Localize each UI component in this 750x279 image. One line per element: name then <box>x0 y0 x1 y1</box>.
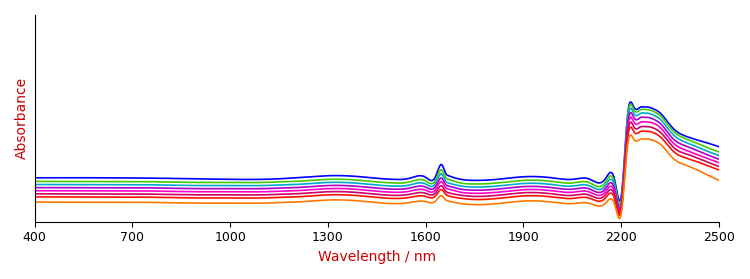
Y-axis label: Absorbance: Absorbance <box>15 77 29 159</box>
X-axis label: Wavelength / nm: Wavelength / nm <box>318 250 436 264</box>
